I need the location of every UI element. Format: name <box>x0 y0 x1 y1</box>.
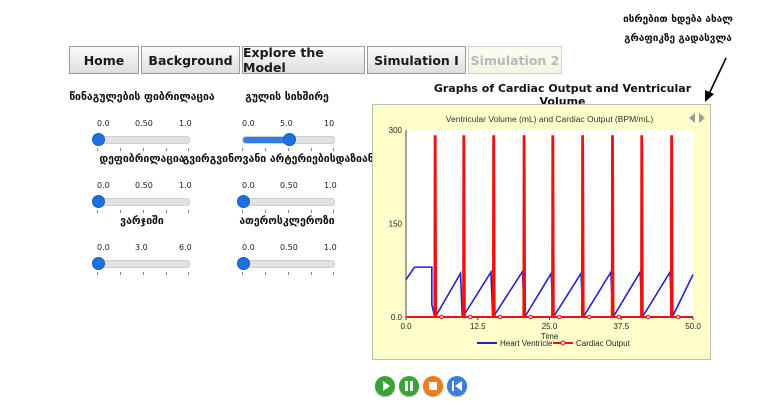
slider-label: გვირგვინოვანი არტერიებისდაზიანება <box>182 153 392 165</box>
slider-tick-marks <box>97 148 189 151</box>
slider-track[interactable] <box>242 198 335 206</box>
slider-tick-label: 0.0 <box>242 119 255 128</box>
chart-title: Ventricular Volume (mL) and Cardiac Outp… <box>446 114 654 124</box>
slider-tick-marks <box>242 210 334 213</box>
slider-tick-label: 0.0 <box>242 243 255 252</box>
slider-tick-label: 1.0 <box>179 181 192 190</box>
slider-tick-marks <box>242 148 334 151</box>
tab-simulation-1[interactable]: Simulation I <box>367 46 466 74</box>
slider-tick-label: 0.50 <box>280 243 298 252</box>
playback-controls <box>375 376 467 396</box>
cardiac-output-point <box>528 314 533 320</box>
slider-track[interactable] <box>242 260 335 268</box>
cardiac-output-point <box>616 314 622 320</box>
slider-tick-label: 0.50 <box>135 181 153 190</box>
plot-area <box>406 130 693 317</box>
legend-cardiac-output-marker <box>560 340 566 346</box>
x-tick-label: 50.0 <box>685 322 701 331</box>
y-tick-label: 300 <box>389 126 403 135</box>
slider-thumb[interactable] <box>237 257 250 270</box>
slider-tick-label: 0.50 <box>280 181 298 190</box>
stop-icon <box>429 382 437 390</box>
slider-label: ვარჯიში <box>120 215 164 227</box>
slider-thumb[interactable] <box>92 133 105 146</box>
slider-tick-label: 3.0 <box>135 243 148 252</box>
slider-tick-label: 0.50 <box>135 119 153 128</box>
x-tick-label: 37.5 <box>613 322 629 331</box>
slider-tick-label: 0.0 <box>97 119 110 128</box>
slider-tick-label: 1.0 <box>324 243 337 252</box>
slider-tick-labels: 0.0 3.0 6.0 <box>97 243 192 255</box>
legend-heart-ventricle-label: Heart Ventricle <box>500 339 553 348</box>
slider-tick-labels: 0.0 0.50 1.0 <box>97 181 192 193</box>
slider-track[interactable] <box>97 198 190 206</box>
cardiac-output-point <box>645 314 651 320</box>
chart-svg: Ventricular Volume (mL) and Cardiac Outp… <box>389 113 705 348</box>
slider-tick-marks <box>97 272 189 275</box>
cardiac-output-point <box>497 314 503 320</box>
x-tick-label: 12.5 <box>470 322 486 331</box>
cardiac-output-point <box>675 314 681 320</box>
slider-label: ათეროსკლეროზი <box>239 215 335 227</box>
slider-tick-label: 10 <box>324 119 335 128</box>
slider-thumb[interactable] <box>92 195 105 208</box>
hint-arrow-icon <box>705 57 727 102</box>
hint-line-2: გრაფიკზე გადასვლა <box>624 33 732 44</box>
stop-button[interactable] <box>423 376 443 396</box>
cardiac-output-point <box>439 314 444 320</box>
play-icon <box>383 381 390 391</box>
x-axis-label: Time <box>541 332 559 341</box>
cardiac-output-point <box>556 314 562 320</box>
play-button[interactable] <box>375 376 395 396</box>
slider-thumb[interactable] <box>237 195 250 208</box>
nav-tabs: Home Background Explore the Model Simula… <box>69 45 564 75</box>
slider-thumb[interactable] <box>92 257 105 270</box>
tab-home[interactable]: Home <box>69 46 139 74</box>
x-tick-label: 0.0 <box>400 322 412 331</box>
slider-tick-marks <box>97 210 189 213</box>
slider-track[interactable] <box>97 136 190 144</box>
next-graph-icon <box>699 113 705 123</box>
y-tick-label: 150 <box>389 220 403 229</box>
slider-label: დეფიბრილაცია <box>99 153 185 165</box>
rewind-icon <box>452 381 462 391</box>
previous-graph-icon <box>689 113 695 123</box>
pause-icon <box>405 381 413 391</box>
slider-tick-labels: 0.0 0.50 1.0 <box>242 243 337 255</box>
slider-tick-labels: 0.0 0.50 1.0 <box>242 181 337 193</box>
slider-tick-label: 5.0 <box>280 119 293 128</box>
rewind-button[interactable] <box>447 376 467 396</box>
slider-tick-label: 0.0 <box>242 181 255 190</box>
slider-tick-marks <box>242 272 334 275</box>
slider-label: წინაგულების ფიბრილაცია <box>69 91 215 103</box>
slider-tick-label: 6.0 <box>179 243 192 252</box>
navigation-hint: ისრებით ხდება ახალ გრაფიკზე გადასვლა <box>598 10 758 48</box>
slider-track[interactable] <box>97 260 190 268</box>
legend-cardiac-output-label: Cardiac Output <box>576 339 631 348</box>
slider-tick-label: 0.0 <box>97 181 110 190</box>
tab-background[interactable]: Background <box>141 46 240 74</box>
slider-thumb[interactable] <box>282 133 296 146</box>
cardiac-output-point <box>586 314 592 320</box>
hint-line-1: ისრებით ხდება ახალ <box>623 14 733 25</box>
slider-tick-label: 0.0 <box>97 243 110 252</box>
slider-tick-labels: 0.0 5.0 10 <box>242 119 334 131</box>
slider-label: გულის სიხშირე <box>245 91 329 103</box>
pause-button[interactable] <box>399 376 419 396</box>
slider-tick-label: 1.0 <box>324 181 337 190</box>
slider-fill <box>243 137 289 143</box>
x-tick-label: 25.0 <box>542 322 558 331</box>
slider-tick-label: 1.0 <box>179 119 192 128</box>
y-tick-label: 0.0 <box>391 313 403 322</box>
chart-panel: Ventricular Volume (mL) and Cardiac Outp… <box>372 104 711 360</box>
cardiac-output-point <box>467 314 473 320</box>
slider-tick-labels: 0.0 0.50 1.0 <box>97 119 192 131</box>
tab-simulation-2[interactable]: Simulation 2 <box>468 46 562 74</box>
series-cardiac-output <box>406 135 693 318</box>
tab-explore-the-model[interactable]: Explore the Model <box>242 45 365 75</box>
